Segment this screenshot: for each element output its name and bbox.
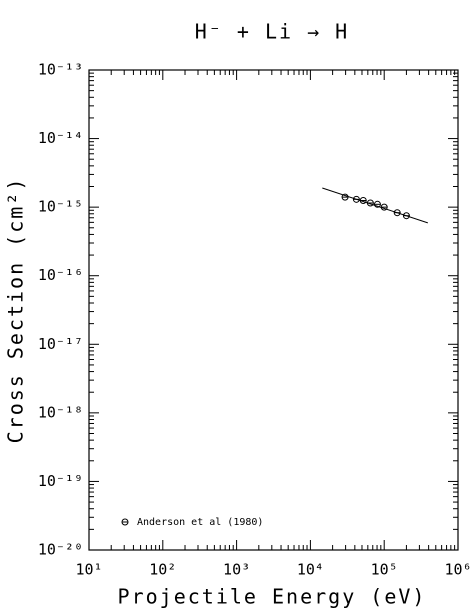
- plot-frame: [88, 69, 459, 551]
- x-axis-title: Projectile Energy (eV): [118, 585, 427, 609]
- x-tick-label: 10⁴: [297, 561, 324, 579]
- y-tick-label: 10⁻¹⁸: [38, 403, 83, 421]
- legend-marker: [121, 518, 129, 526]
- point: [380, 203, 388, 211]
- chart-title: H⁻ + Li → H: [195, 20, 349, 44]
- x-tick-label: 10³: [223, 561, 250, 579]
- point: [393, 209, 401, 217]
- point: [402, 212, 410, 220]
- y-tick-label: 10⁻¹³: [38, 61, 83, 79]
- legend-label: Anderson et al (1980): [137, 517, 263, 528]
- x-tick-label: 10¹: [75, 561, 102, 579]
- point: [341, 193, 349, 201]
- x-tick-label: 10⁶: [444, 561, 470, 579]
- point: [373, 200, 381, 208]
- x-tick-label: 10⁵: [371, 561, 398, 579]
- point: [352, 195, 360, 203]
- point: [366, 199, 374, 207]
- y-tick-label: 10⁻¹⁴: [38, 129, 83, 147]
- y-tick-label: 10⁻¹⁷: [38, 335, 83, 353]
- y-tick-label: 10⁻¹⁵: [38, 198, 83, 216]
- y-tick-label: 10⁻¹⁶: [38, 266, 83, 284]
- y-tick-label: 10⁻²⁰: [38, 541, 83, 559]
- y-axis-title: Cross Section (cm²): [4, 177, 28, 444]
- point: [359, 196, 367, 204]
- x-tick-label: 10²: [149, 561, 176, 579]
- y-tick-label: 10⁻¹⁹: [38, 472, 83, 490]
